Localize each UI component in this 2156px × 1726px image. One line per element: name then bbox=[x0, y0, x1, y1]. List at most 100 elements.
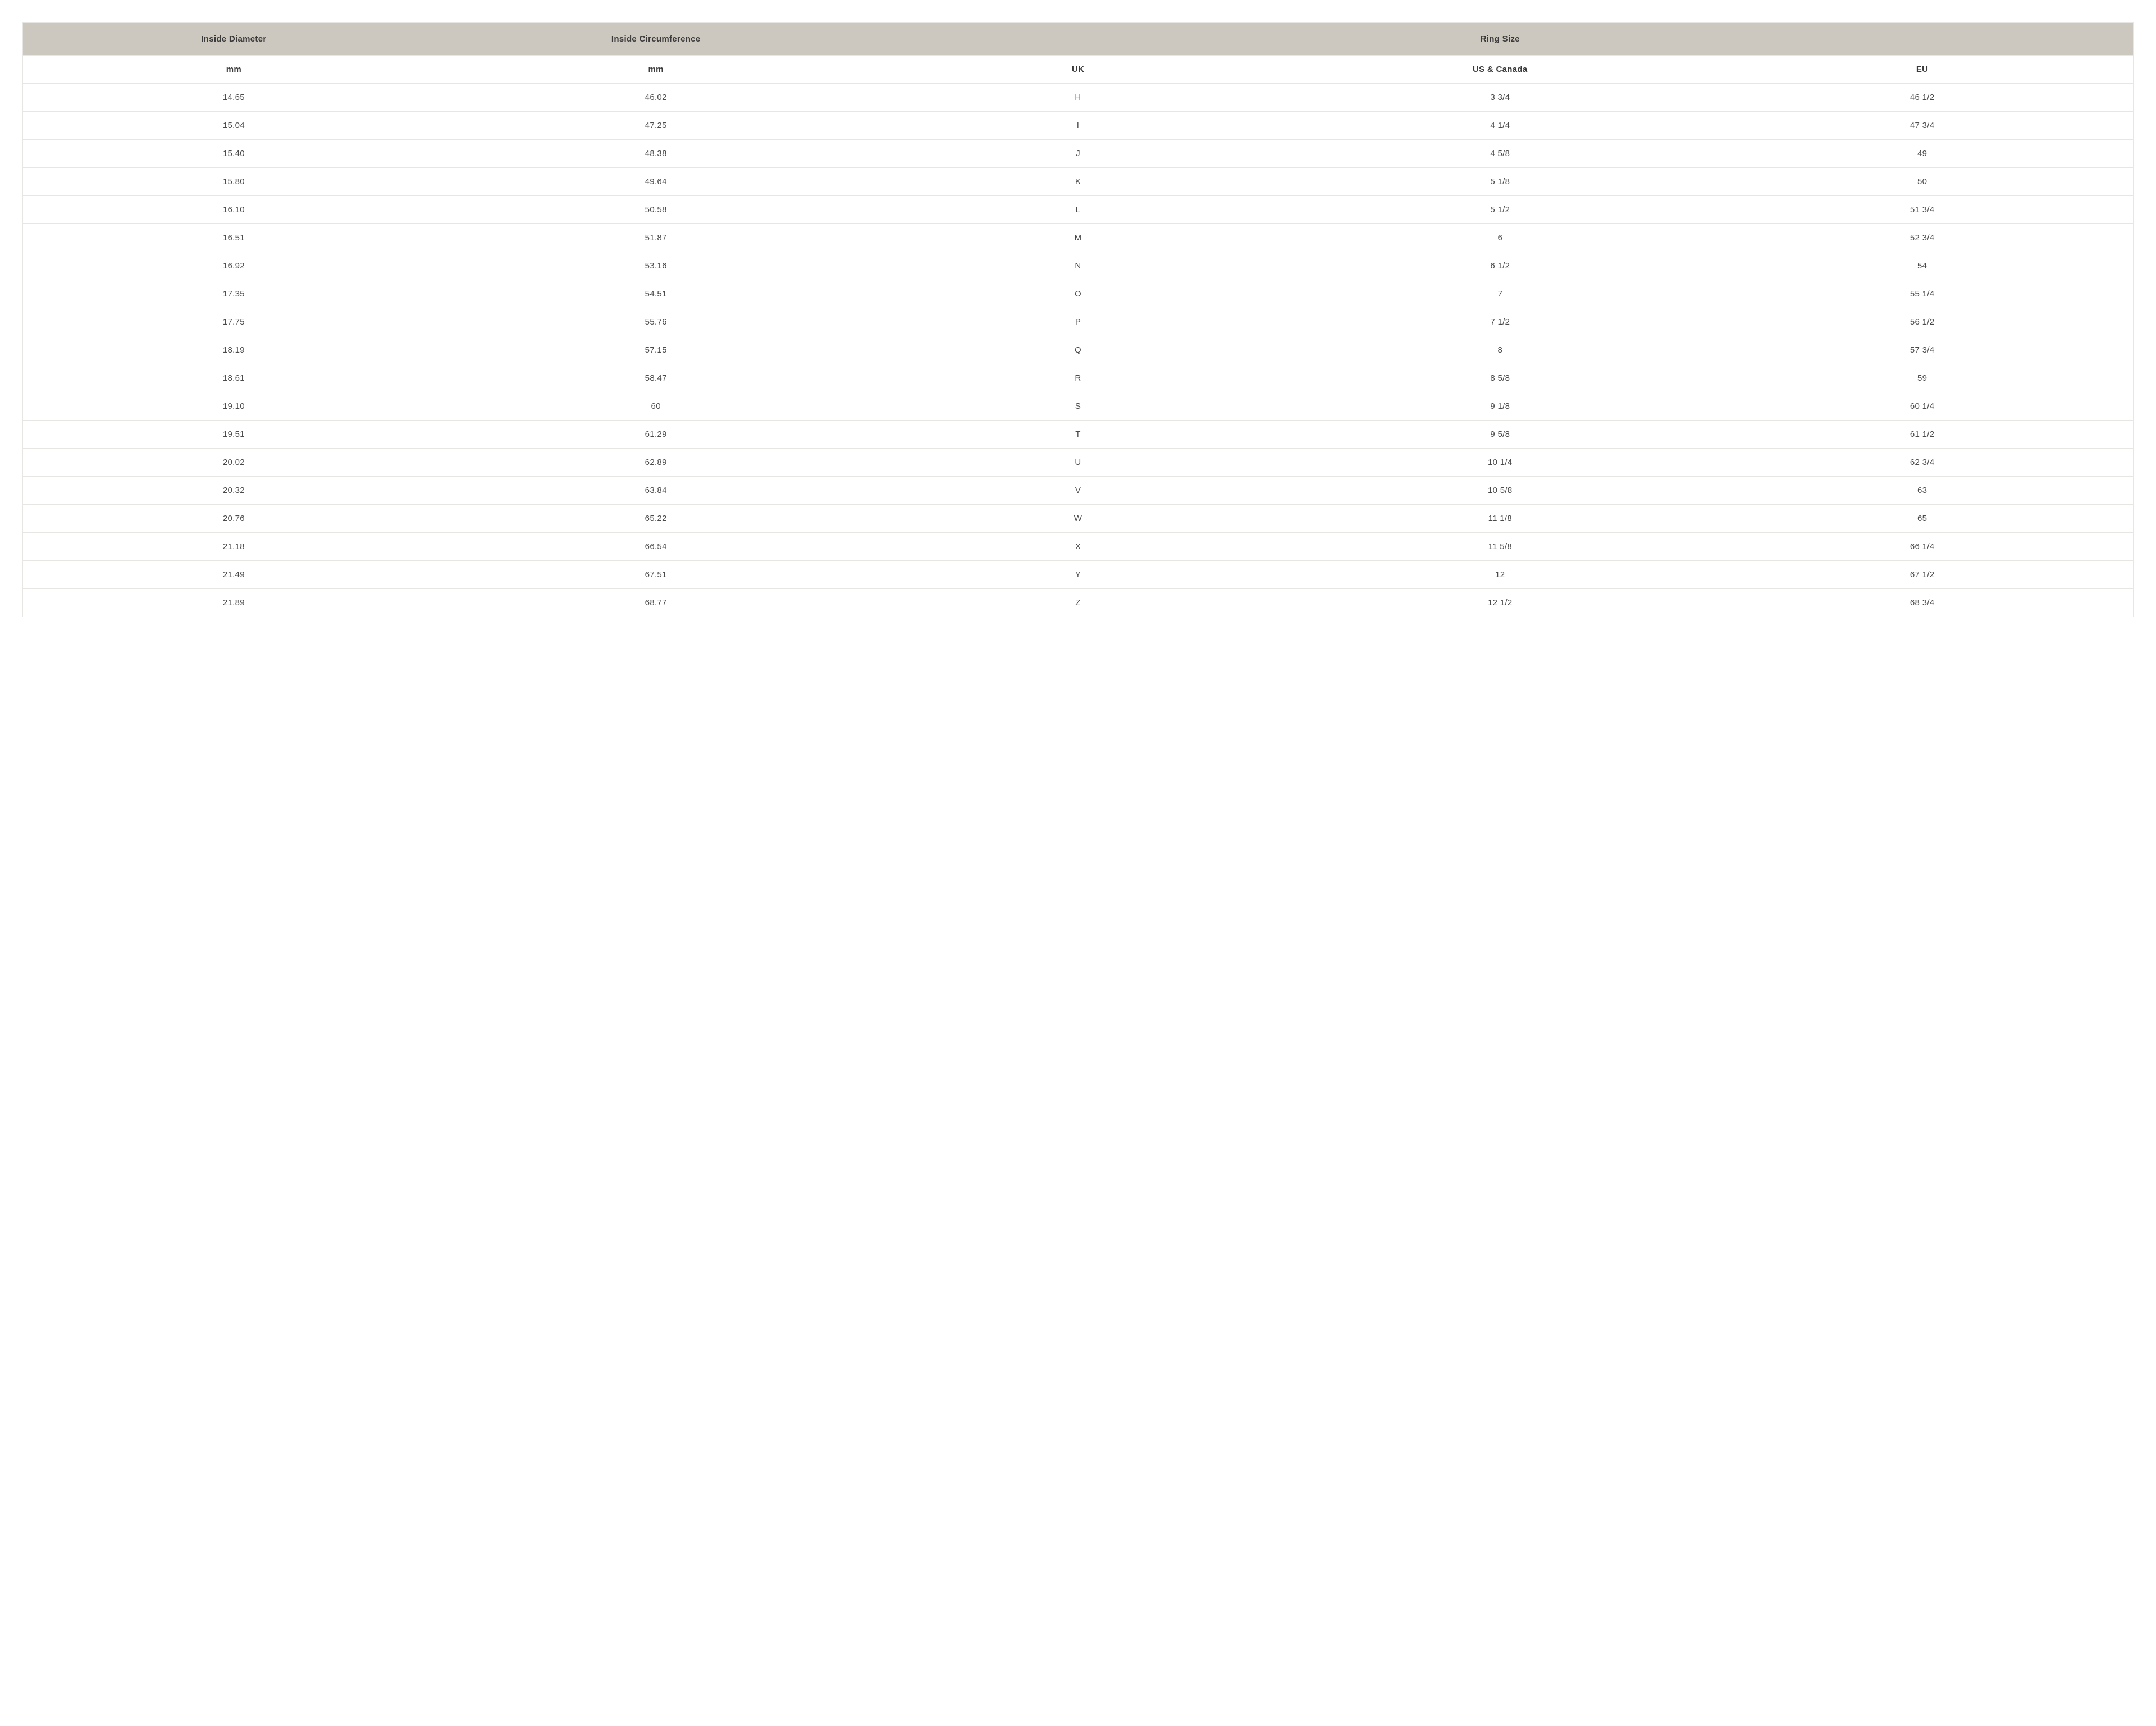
table-row: 17.7555.76P7 1/256 1/2 bbox=[23, 308, 2134, 336]
table-cell: 53.16 bbox=[445, 252, 867, 280]
subheader-uk: UK bbox=[867, 56, 1289, 84]
table-cell: 15.04 bbox=[23, 112, 445, 140]
table-cell: 68.77 bbox=[445, 589, 867, 617]
table-cell: 52 3/4 bbox=[1711, 224, 2134, 252]
table-cell: J bbox=[867, 140, 1289, 168]
table-cell: 10 1/4 bbox=[1289, 449, 1711, 477]
table-cell: 68 3/4 bbox=[1711, 589, 2134, 617]
subheader-mm-diameter: mm bbox=[23, 56, 445, 84]
table-cell: Q bbox=[867, 336, 1289, 364]
table-cell: 61 1/2 bbox=[1711, 421, 2134, 449]
table-cell: 54 bbox=[1711, 252, 2134, 280]
table-cell: W bbox=[867, 505, 1289, 533]
table-cell: 50 bbox=[1711, 168, 2134, 196]
table-cell: 65.22 bbox=[445, 505, 867, 533]
table-cell: 57 3/4 bbox=[1711, 336, 2134, 364]
table-cell: 48.38 bbox=[445, 140, 867, 168]
header-ring-size: Ring Size bbox=[867, 23, 2133, 56]
table-cell: 66 1/4 bbox=[1711, 533, 2134, 561]
table-cell: M bbox=[867, 224, 1289, 252]
table-cell: 46 1/2 bbox=[1711, 84, 2134, 112]
table-cell: 54.51 bbox=[445, 280, 867, 308]
table-row: 15.8049.64K5 1/850 bbox=[23, 168, 2134, 196]
table-cell: 21.89 bbox=[23, 589, 445, 617]
table-cell: 14.65 bbox=[23, 84, 445, 112]
table-cell: 67.51 bbox=[445, 561, 867, 589]
table-cell: V bbox=[867, 477, 1289, 505]
table-cell: 20.02 bbox=[23, 449, 445, 477]
table-cell: 8 bbox=[1289, 336, 1711, 364]
subheader-us-canada: US & Canada bbox=[1289, 56, 1711, 84]
table-cell: Y bbox=[867, 561, 1289, 589]
table-cell: 55.76 bbox=[445, 308, 867, 336]
ring-size-table: Inside Diameter Inside Circumference Rin… bbox=[22, 22, 2134, 617]
table-sub-header-row: mm mm UK US & Canada EU bbox=[23, 56, 2134, 84]
table-cell: 20.76 bbox=[23, 505, 445, 533]
table-cell: 17.35 bbox=[23, 280, 445, 308]
table-cell: O bbox=[867, 280, 1289, 308]
table-head: Inside Diameter Inside Circumference Rin… bbox=[23, 23, 2134, 84]
table-row: 18.1957.15Q857 3/4 bbox=[23, 336, 2134, 364]
table-cell: I bbox=[867, 112, 1289, 140]
table-cell: X bbox=[867, 533, 1289, 561]
table-cell: 66.54 bbox=[445, 533, 867, 561]
table-cell: 21.49 bbox=[23, 561, 445, 589]
table-body: 14.6546.02H3 3/446 1/215.0447.25I4 1/447… bbox=[23, 84, 2134, 617]
table-cell: 65 bbox=[1711, 505, 2134, 533]
table-cell: 7 1/2 bbox=[1289, 308, 1711, 336]
table-cell: 55 1/4 bbox=[1711, 280, 2134, 308]
table-cell: 63 bbox=[1711, 477, 2134, 505]
table-cell: 60 1/4 bbox=[1711, 392, 2134, 421]
table-cell: 58.47 bbox=[445, 364, 867, 392]
table-row: 19.5161.29T9 5/861 1/2 bbox=[23, 421, 2134, 449]
table-cell: P bbox=[867, 308, 1289, 336]
table-cell: R bbox=[867, 364, 1289, 392]
table-row: 18.6158.47R8 5/859 bbox=[23, 364, 2134, 392]
table-cell: 63.84 bbox=[445, 477, 867, 505]
table-cell: 4 1/4 bbox=[1289, 112, 1711, 140]
table-cell: U bbox=[867, 449, 1289, 477]
table-cell: 60 bbox=[445, 392, 867, 421]
table-cell: 62.89 bbox=[445, 449, 867, 477]
table-cell: 51 3/4 bbox=[1711, 196, 2134, 224]
table-row: 17.3554.51O755 1/4 bbox=[23, 280, 2134, 308]
table-cell: 6 1/2 bbox=[1289, 252, 1711, 280]
table-cell: 59 bbox=[1711, 364, 2134, 392]
table-cell: 19.51 bbox=[23, 421, 445, 449]
table-row: 20.3263.84V10 5/863 bbox=[23, 477, 2134, 505]
table-cell: 47.25 bbox=[445, 112, 867, 140]
table-row: 14.6546.02H3 3/446 1/2 bbox=[23, 84, 2134, 112]
table-cell: 62 3/4 bbox=[1711, 449, 2134, 477]
table-cell: 9 1/8 bbox=[1289, 392, 1711, 421]
table-cell: 18.19 bbox=[23, 336, 445, 364]
table-cell: 49.64 bbox=[445, 168, 867, 196]
table-cell: 6 bbox=[1289, 224, 1711, 252]
table-row: 20.7665.22W11 1/865 bbox=[23, 505, 2134, 533]
table-row: 16.1050.58L5 1/251 3/4 bbox=[23, 196, 2134, 224]
subheader-mm-circumference: mm bbox=[445, 56, 867, 84]
table-cell: 4 5/8 bbox=[1289, 140, 1711, 168]
header-inside-diameter: Inside Diameter bbox=[23, 23, 445, 56]
table-cell: 57.15 bbox=[445, 336, 867, 364]
table-cell: 15.80 bbox=[23, 168, 445, 196]
table-row: 21.4967.51Y1267 1/2 bbox=[23, 561, 2134, 589]
table-cell: 8 5/8 bbox=[1289, 364, 1711, 392]
table-cell: 10 5/8 bbox=[1289, 477, 1711, 505]
table-cell: 17.75 bbox=[23, 308, 445, 336]
table-cell: 51.87 bbox=[445, 224, 867, 252]
table-cell: 50.58 bbox=[445, 196, 867, 224]
table-row: 21.1866.54X11 5/866 1/4 bbox=[23, 533, 2134, 561]
table-cell: 21.18 bbox=[23, 533, 445, 561]
table-cell: N bbox=[867, 252, 1289, 280]
table-row: 19.1060S9 1/860 1/4 bbox=[23, 392, 2134, 421]
table-cell: 7 bbox=[1289, 280, 1711, 308]
table-cell: 67 1/2 bbox=[1711, 561, 2134, 589]
table-row: 16.5151.87M652 3/4 bbox=[23, 224, 2134, 252]
subheader-eu: EU bbox=[1711, 56, 2134, 84]
table-cell: 56 1/2 bbox=[1711, 308, 2134, 336]
header-inside-circumference: Inside Circumference bbox=[445, 23, 867, 56]
table-cell: H bbox=[867, 84, 1289, 112]
table-cell: 11 5/8 bbox=[1289, 533, 1711, 561]
table-row: 21.8968.77Z12 1/268 3/4 bbox=[23, 589, 2134, 617]
table-cell: 61.29 bbox=[445, 421, 867, 449]
